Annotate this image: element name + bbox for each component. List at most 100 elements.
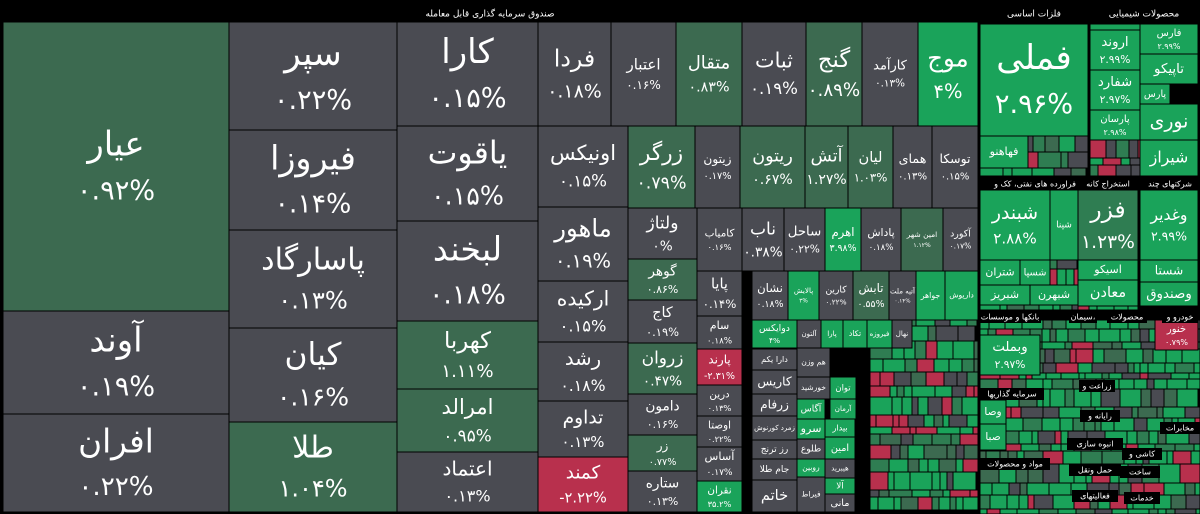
tile: مانی [824, 493, 856, 513]
small-tile [1101, 372, 1110, 380]
tile-change: -۲.۲۲% [559, 489, 607, 506]
tile-name: ماهور [552, 213, 612, 242]
section-bg [1069, 464, 1121, 476]
small-tile [1163, 482, 1186, 496]
tile-name: شستا [1155, 264, 1184, 278]
small-tile [916, 358, 935, 373]
small-tile [1042, 388, 1051, 408]
small-tile [1060, 372, 1080, 380]
tile: آساس ۰.۱۷% [696, 446, 743, 482]
tile: شتران [979, 259, 1021, 286]
section-label: زراعت و [1082, 382, 1112, 391]
section-label: کاشی و [1128, 450, 1155, 459]
small-tile [948, 414, 968, 428]
tile-change: ۱.۲۷% [806, 172, 846, 188]
tile-change: ۱.۰۴% [278, 475, 347, 503]
tile-change: ۴% [933, 80, 962, 103]
tile-change: ۲.۹۶% [995, 89, 1073, 120]
small-tile [1056, 268, 1067, 287]
small-tile [869, 458, 890, 473]
small-tile [979, 378, 999, 390]
tile: لبخند ۰.۱۸% [396, 220, 539, 322]
tile: روبین [796, 458, 826, 478]
tile-change: ۰.۱۳% [898, 171, 928, 182]
tile: آتیه ملت ۰.۱۴% [888, 270, 917, 321]
small-tile [931, 471, 941, 491]
small-tile [869, 358, 884, 373]
tile-bg [696, 415, 743, 448]
small-tile [1053, 348, 1071, 364]
tile: وبملت ۲.۹۷% [979, 334, 1041, 376]
tiles: عیار ۰.۹۲% آوند ۰.۱۹% افران ۰.۲۲% سپر ۰.۲۲% فیرو… [2, 21, 1199, 513]
tile-bg [537, 341, 629, 402]
tile-name: گنج [818, 46, 851, 73]
tile-bg [396, 220, 539, 322]
small-tile [949, 319, 968, 327]
small-tile [1185, 494, 1200, 510]
small-tile [1089, 164, 1099, 177]
small-tile [1162, 406, 1186, 419]
small-tile [1127, 508, 1150, 514]
tile-name: وصا [984, 406, 1001, 418]
small-tile [1078, 372, 1086, 380]
tile: آگاس [796, 398, 826, 420]
small-tile [1139, 328, 1150, 343]
small-tile [951, 385, 967, 398]
small-tile [1064, 341, 1073, 350]
tile-bg [1139, 281, 1199, 307]
tile: پارند -۲.۳۱% [696, 348, 743, 386]
tile-bg [741, 207, 785, 272]
tile-name: لیان [858, 149, 882, 166]
small-tile [989, 494, 1008, 510]
small-tile [1062, 450, 1082, 465]
small-tile [1084, 328, 1100, 343]
tile-change: ۰.۸۹% [808, 80, 860, 101]
tile-bg [228, 129, 398, 231]
tile: خنور ۰.۷۹% [1154, 319, 1199, 351]
small-tile [911, 385, 936, 398]
tile-change: ۰.۱۵% [428, 83, 506, 114]
tile: وغدیر ۲.۹۹% [1139, 189, 1199, 261]
tile: فارس ۲.۹۹% [1139, 23, 1199, 55]
small-tile [1142, 348, 1154, 364]
section-bg [1120, 466, 1160, 478]
small-tile [939, 471, 948, 491]
small-tile [1037, 430, 1056, 445]
tile: تکاد [842, 319, 868, 349]
small-tile [1067, 328, 1086, 343]
tile: ماهور ۰.۱۹% [537, 206, 629, 282]
small-tile [1115, 139, 1130, 159]
small-tile [1073, 268, 1079, 287]
small-tile [925, 340, 938, 360]
small-tile [949, 496, 957, 511]
small-tile [1150, 388, 1165, 408]
tile-bg [979, 23, 1089, 137]
tile-bg [751, 415, 798, 441]
small-tile [1058, 406, 1082, 419]
tile-name: هم وزن [801, 358, 825, 367]
tile-bg [228, 229, 398, 329]
small-tile [1184, 406, 1200, 419]
small-tile [1186, 378, 1200, 390]
tile: همای ۰.۱۳% [892, 125, 933, 209]
small-tile [1140, 388, 1152, 408]
tile-bg [796, 476, 826, 513]
small-tile [1133, 417, 1148, 432]
tile-change: ۰.۷۹% [636, 173, 686, 193]
tile: ستاره ۰.۱۳% [627, 470, 698, 513]
small-tile [877, 496, 895, 511]
section-bg [980, 458, 1050, 470]
tile-name: تاپیکو [1153, 62, 1184, 77]
section-bg [980, 388, 1044, 400]
small-tile [933, 358, 950, 373]
small-tile [907, 444, 925, 460]
small-tile [1126, 430, 1138, 445]
small-tile [927, 458, 940, 473]
tile-name: زیتون [703, 152, 731, 167]
small-tile [1026, 482, 1050, 496]
tile-name: زر [656, 438, 669, 453]
small-tile [900, 433, 914, 446]
tile: سپر ۰.۲۲% [228, 21, 398, 131]
tile-change: ۲.۹۸% [1103, 128, 1126, 137]
tile-bg [979, 334, 1041, 376]
